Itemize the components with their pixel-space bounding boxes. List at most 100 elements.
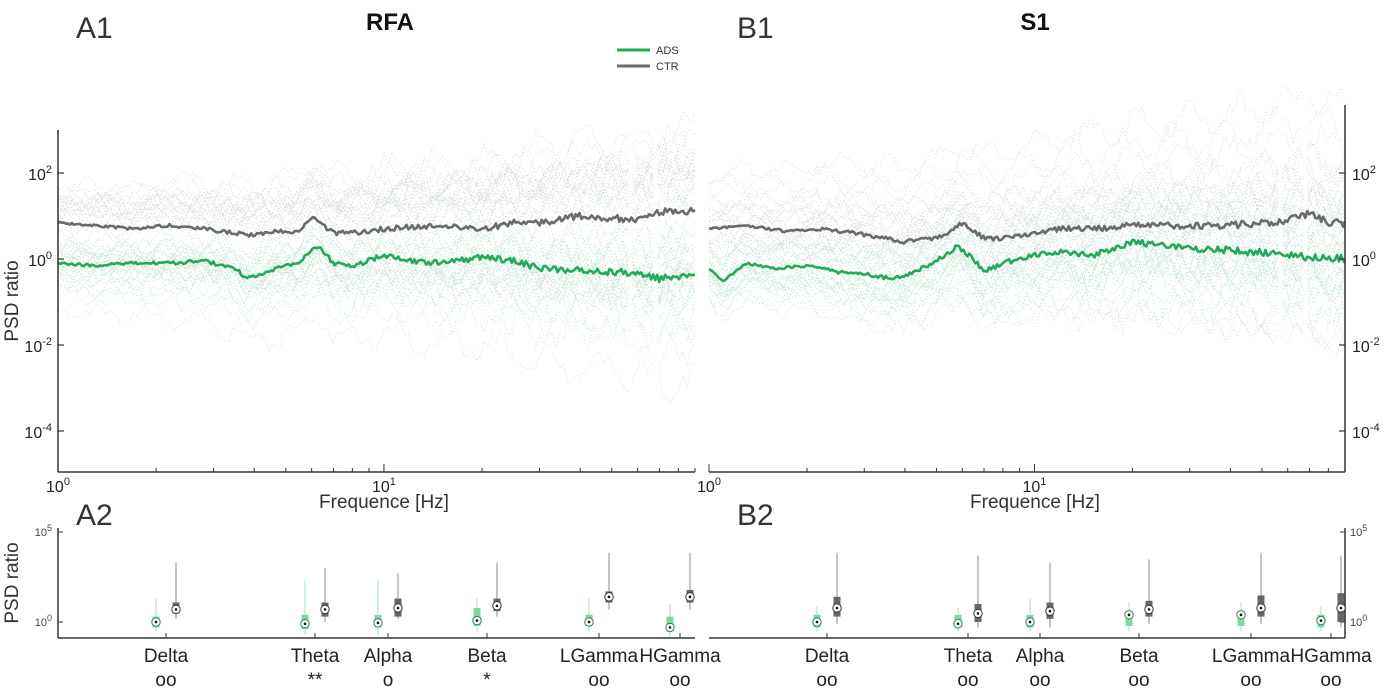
panel-a2-axes [57,528,695,639]
legend: ADS CTR [617,45,679,73]
a1-ctr-trace [57,150,696,222]
a2-sig-beta: * [483,670,491,690]
a2-lgamma-ads-median-dot [587,620,591,624]
b1-ctr-trace [708,196,1346,255]
a2-sig-lgamma: oo [588,670,609,690]
a2-alpha-ads-median-dot [376,621,380,625]
a2-ytick-label: 100 [35,613,52,629]
b2-sig-theta: oo [957,670,978,690]
b1-ads-trace [708,211,1346,283]
b1-notch-50hz [1278,55,1283,442]
b2-theta-ctr-median-dot [976,612,980,615]
a1-ctr-trace [57,142,696,216]
b1-ctr-trace [708,106,1346,192]
a2-band-label-beta: Beta [467,646,507,667]
b2-sig-hgamma: oo [1320,670,1341,690]
a1-ads-trace [57,245,696,313]
a1-ctr-trace [57,143,696,219]
b1-ads-trace [708,181,1346,268]
b1-ads-trace [708,219,1346,289]
b2-band-label-lgamma: LGamma [1212,646,1291,667]
b1-ytick-label: 100 [1352,250,1376,270]
b1-ads-trace [708,187,1346,263]
a1-ads-trace [57,266,696,344]
a2-sig-delta: oo [155,670,176,690]
a1-ctr-trace [57,151,696,225]
a1-ctr-trace [57,128,696,209]
a1-ctr-mean-line [57,206,696,238]
b2-delta-ads-median-dot [815,620,819,624]
a2-beta-ctr-median-dot [495,604,499,608]
b2-ytick-label: 100 [1350,613,1367,629]
b2-band-label-beta: Beta [1119,646,1159,667]
a1-ytick-label: 100 [28,250,52,270]
a2-ylabel: PSD ratio [2,542,23,623]
b1-ctr-trace [709,165,1346,234]
b2-beta-ctr-median-dot [1147,608,1151,611]
a1-ytick-label: 10-2 [24,336,52,356]
b1-ytick-label: 10-4 [1352,422,1380,442]
a1-ctr-trace [57,139,696,217]
a1-ads-trace [57,238,696,305]
panel-letter-b1: B1 [737,12,774,45]
a2-alpha-ctr-median-dot [396,606,400,610]
b2-hgamma-ctr-median-dot [1339,606,1343,610]
a1-ads-trace [57,256,696,321]
a2-band-label-delta: Delta [144,646,189,667]
a2-band-label-alpha: Alpha [364,646,413,667]
b2-sig-alpha: oo [1029,670,1050,690]
b1-ads-trace [708,239,1346,304]
a1-ads-trace [57,210,696,272]
a1-ctr-trace [57,172,696,233]
b1-ads-trace [708,228,1346,289]
a2-delta-ctr-median-dot [174,608,178,611]
b2-sig-delta: oo [816,670,837,690]
a1-ads-trace [57,250,696,314]
a1-ads-trace [57,235,696,305]
a2-ytick-label: 105 [35,523,52,539]
a2-band-label-hgamma: HGamma [639,646,721,667]
panel-letter-a2: A2 [76,499,113,532]
b2-delta-ctr-median-dot [835,606,839,610]
a1-ctr-trace [57,190,696,243]
b1-ads-trace [708,241,1346,303]
panel-b1-axes [709,105,1346,473]
b1-ctr-trace [708,167,1346,234]
title-rfa: RFA [366,9,414,36]
a1-ads-trace [57,218,696,272]
a2-beta-ads-median-dot [475,619,479,622]
b2-band-label-delta: Delta [805,646,850,667]
b2-beta-ads-box [1125,613,1133,626]
b1-ctr-trace [708,142,1346,220]
b1-ctr-trace [708,260,1346,337]
b1-ads-mean-line [708,238,1346,283]
a1-ads-trace [57,161,696,230]
b1-ctr-trace [708,213,1346,262]
a1-ads-trace [57,283,696,367]
a2-band-label-theta: Theta [291,646,340,667]
a1-xlabel: Frequence [Hz] [319,492,449,513]
b1-ctr-trace [708,145,1346,225]
b2-hgamma-ads-median-dot [1319,619,1323,622]
b1-ytick-label: 10-2 [1352,336,1380,356]
a1-ads-trace [57,271,696,345]
b1-ads-trace [708,286,1346,347]
b1-ctr-trace [708,224,1346,269]
legend-ctr-label: CTR [656,61,679,73]
b2-ytick-label: 105 [1350,523,1367,539]
b1-notch-60hz [1303,55,1308,442]
b2-alpha-ctr-median-dot [1048,609,1052,613]
b2-lgamma-ctr-median-dot [1259,606,1263,610]
b1-ads-trace [708,259,1346,317]
a1-xtick-label-10: 101 [372,476,396,496]
b1-ads-trace [708,244,1346,303]
a2-hgamma-ctr-median-dot [688,595,692,599]
b1-ytick-label: 102 [1352,164,1376,184]
b1-xtick-label-1: 100 [697,476,721,496]
b1-xlabel: Frequence [Hz] [970,492,1100,513]
a2-delta-ads-median-dot [154,620,158,624]
a2-theta-ads-median-dot [303,622,307,626]
trace-cloud-layer [57,55,1346,442]
a1-ylabel: PSD ratio [2,260,23,341]
